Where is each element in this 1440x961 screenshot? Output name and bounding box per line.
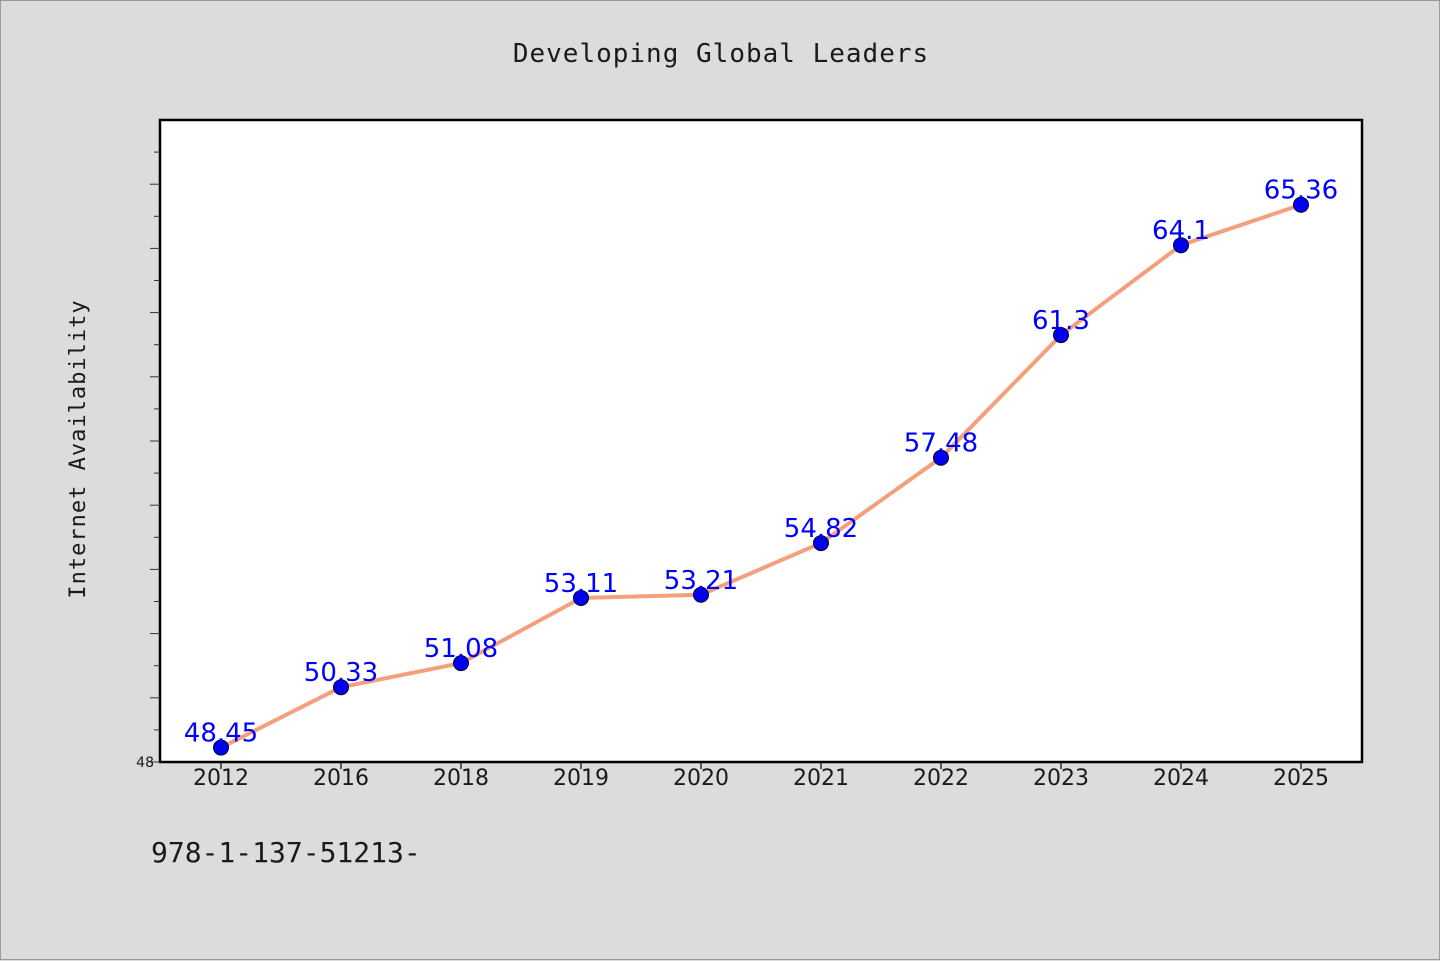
x-tick-label: 2019 xyxy=(553,766,609,791)
footer-code: 978-1-137-51213- xyxy=(151,836,421,869)
data-label: 51.08 xyxy=(424,634,498,664)
data-point xyxy=(693,586,709,603)
data-label: 53.21 xyxy=(664,566,738,596)
data-point xyxy=(333,679,349,696)
x-tick-label: 2023 xyxy=(1033,766,1089,791)
y-axis-label: Internet Availability xyxy=(66,299,91,598)
chart-title: Developing Global Leaders xyxy=(513,39,929,69)
x-tick-label: 2022 xyxy=(913,766,969,791)
data-label: 57.48 xyxy=(904,429,978,459)
x-tick-label: 2018 xyxy=(433,766,489,791)
y-axis-ticks: 48 xyxy=(136,151,160,771)
data-label: 54.82 xyxy=(784,514,858,544)
plot-area xyxy=(158,118,1364,764)
data-point xyxy=(933,449,949,466)
x-tick-label: 2012 xyxy=(193,766,249,791)
data-point xyxy=(1053,327,1069,344)
x-tick-label: 2016 xyxy=(313,766,369,791)
data-label: 50.33 xyxy=(304,658,378,688)
data-point xyxy=(573,589,589,606)
data-label: 64.1 xyxy=(1152,216,1210,246)
data-label: 65.36 xyxy=(1264,176,1338,206)
x-tick-label: 2024 xyxy=(1153,766,1209,791)
series-group: 48.45 50.33 51.08 53.11 53.21 54.82 57.48 61.3 6… xyxy=(184,176,1338,756)
data-point xyxy=(1293,196,1309,213)
y-tick-label: 48 xyxy=(136,755,154,771)
x-tick-label: 2020 xyxy=(673,766,729,791)
data-point xyxy=(213,739,229,756)
x-axis-ticks: 2012 2016 2018 2019 2020 2021 2022 2023 2024 2025 xyxy=(193,762,1329,791)
data-label: 61.3 xyxy=(1032,306,1090,336)
data-point xyxy=(1173,237,1189,254)
data-point xyxy=(453,655,469,672)
data-label: 53.11 xyxy=(544,569,618,599)
data-point xyxy=(813,535,829,552)
series-line xyxy=(219,202,1303,750)
x-tick-label: 2021 xyxy=(793,766,849,791)
x-tick-label: 2025 xyxy=(1273,766,1329,791)
data-label: 48.45 xyxy=(184,719,258,749)
